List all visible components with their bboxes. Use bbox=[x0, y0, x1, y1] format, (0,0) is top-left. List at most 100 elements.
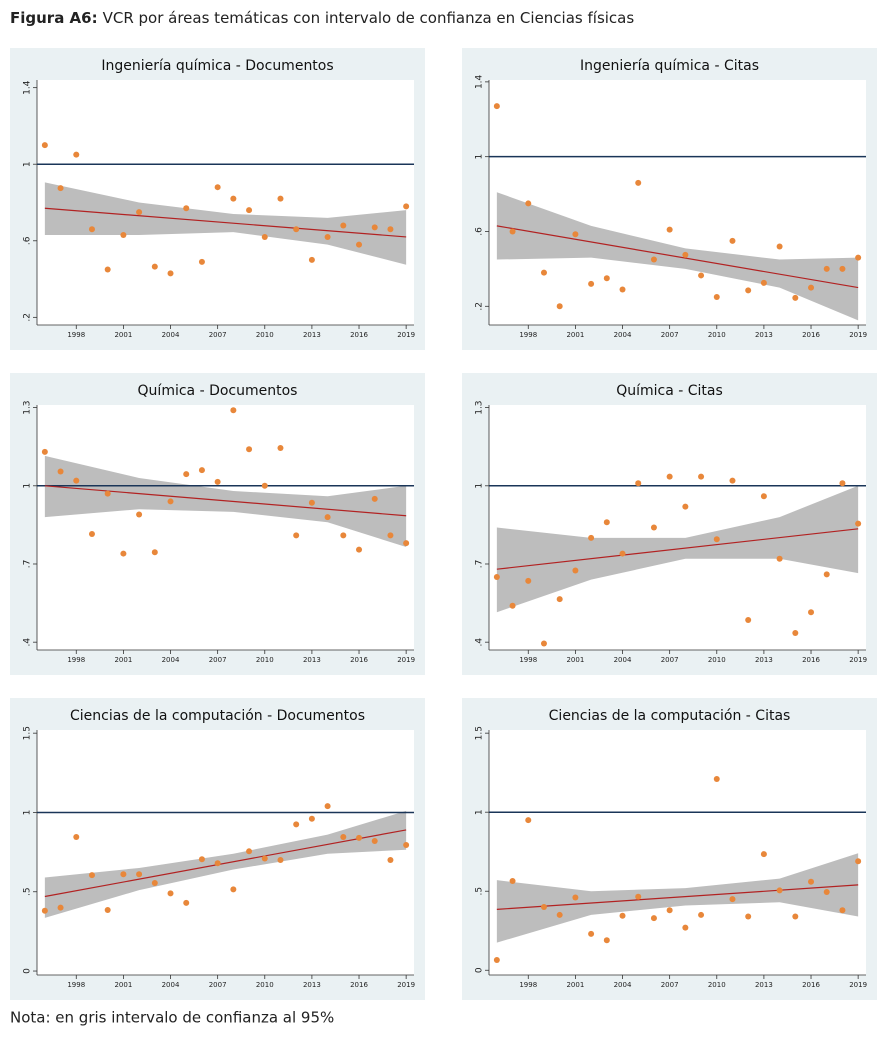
point bbox=[666, 226, 673, 233]
point bbox=[823, 889, 830, 896]
point bbox=[588, 534, 595, 541]
x-tick-label: 2016 bbox=[802, 656, 820, 664]
point bbox=[230, 195, 237, 202]
point bbox=[324, 514, 331, 521]
point bbox=[324, 233, 331, 240]
point bbox=[713, 776, 720, 782]
fit-line bbox=[44, 829, 407, 898]
panel-title: Ciencias de la computación - Documentos bbox=[70, 708, 365, 724]
point bbox=[729, 896, 736, 903]
point bbox=[324, 803, 331, 810]
x-tick-label: 2016 bbox=[350, 656, 368, 664]
point bbox=[356, 546, 363, 553]
panel-title: Ingeniería química - Documentos bbox=[101, 58, 333, 74]
plot-area bbox=[489, 730, 866, 975]
point bbox=[745, 913, 752, 920]
x-tick-label: 1998 bbox=[519, 981, 537, 989]
x-tick-label: 2016 bbox=[350, 331, 368, 339]
x-tick-label: 2010 bbox=[256, 981, 274, 989]
point bbox=[698, 272, 705, 279]
y-tick-label: .6 bbox=[475, 227, 485, 236]
point bbox=[183, 205, 190, 212]
point bbox=[167, 498, 174, 505]
confidence-band bbox=[496, 853, 859, 943]
x-tick-label: 2007 bbox=[209, 656, 227, 664]
y-tick-label: 1 bbox=[475, 154, 485, 160]
point bbox=[387, 532, 394, 539]
note: Nota: en gris intervalo de confianza al … bbox=[10, 1009, 334, 1027]
figure-title: VCR por áreas temáticas con intervalo de… bbox=[103, 9, 635, 27]
point bbox=[293, 821, 300, 828]
point bbox=[745, 287, 752, 294]
point bbox=[855, 858, 862, 865]
point bbox=[540, 640, 547, 647]
x-tick-label: 2007 bbox=[661, 981, 679, 989]
panel-title: Química - Documentos bbox=[138, 383, 298, 399]
x-tick-label: 2010 bbox=[708, 331, 726, 339]
point bbox=[41, 907, 48, 914]
point bbox=[603, 937, 610, 944]
x-tick-label: 2007 bbox=[209, 331, 227, 339]
panel: Química - Documentos .4 .7 1 1.3 1998 2001 2004… bbox=[10, 373, 425, 675]
point bbox=[403, 841, 410, 848]
point bbox=[776, 555, 783, 562]
point bbox=[136, 209, 143, 216]
y-tick-label: .7 bbox=[23, 560, 33, 569]
point bbox=[73, 151, 80, 158]
y-tick-label: .6 bbox=[23, 236, 33, 245]
point bbox=[603, 275, 610, 282]
x-tick-label: 2007 bbox=[661, 331, 679, 339]
point bbox=[104, 906, 111, 913]
y-tick-label: 1.4 bbox=[475, 74, 485, 89]
fit-line bbox=[496, 528, 859, 570]
point bbox=[214, 860, 221, 867]
point bbox=[403, 540, 410, 547]
point bbox=[839, 480, 846, 487]
point bbox=[293, 226, 300, 233]
x-tick-label: 2016 bbox=[350, 981, 368, 989]
point bbox=[88, 531, 95, 538]
point bbox=[277, 445, 284, 452]
y-tick-label: .4 bbox=[23, 638, 33, 647]
x-tick-label: 2004 bbox=[162, 656, 180, 664]
point bbox=[493, 574, 500, 581]
y-tick-label: .5 bbox=[475, 887, 485, 896]
point bbox=[619, 286, 626, 293]
point bbox=[556, 596, 563, 603]
point bbox=[698, 473, 705, 480]
point bbox=[729, 237, 736, 244]
point bbox=[509, 228, 516, 235]
x-tick-label: 2010 bbox=[708, 981, 726, 989]
y-tick-label: .7 bbox=[475, 560, 485, 569]
point bbox=[214, 478, 221, 485]
point bbox=[792, 294, 799, 301]
x-tick-label: 2019 bbox=[397, 981, 415, 989]
x-tick-label: 2001 bbox=[114, 981, 132, 989]
figure-title-block: Figura A6: VCR por áreas temáticas con in… bbox=[10, 9, 634, 27]
point bbox=[246, 446, 253, 453]
x-tick-label: 2001 bbox=[566, 331, 584, 339]
point bbox=[776, 243, 783, 250]
y-tick-label: 1.4 bbox=[23, 80, 33, 95]
point bbox=[136, 871, 143, 878]
x-tick-label: 1998 bbox=[519, 331, 537, 339]
point bbox=[167, 890, 174, 897]
point bbox=[855, 254, 862, 261]
panel-title: Química - Citas bbox=[616, 383, 723, 399]
point bbox=[635, 179, 642, 186]
point bbox=[198, 258, 205, 265]
x-tick-label: 2019 bbox=[397, 331, 415, 339]
point bbox=[246, 848, 253, 855]
point bbox=[57, 185, 64, 192]
point bbox=[635, 893, 642, 900]
point bbox=[682, 251, 689, 258]
point bbox=[823, 265, 830, 272]
x-tick-label: 2007 bbox=[209, 981, 227, 989]
point bbox=[151, 263, 158, 270]
point bbox=[682, 924, 689, 931]
point bbox=[713, 293, 720, 300]
fit-line bbox=[44, 485, 407, 517]
x-tick-label: 1998 bbox=[67, 656, 85, 664]
y-tick-label: 1.3 bbox=[23, 400, 33, 414]
y-tick-label: 1 bbox=[23, 483, 33, 489]
